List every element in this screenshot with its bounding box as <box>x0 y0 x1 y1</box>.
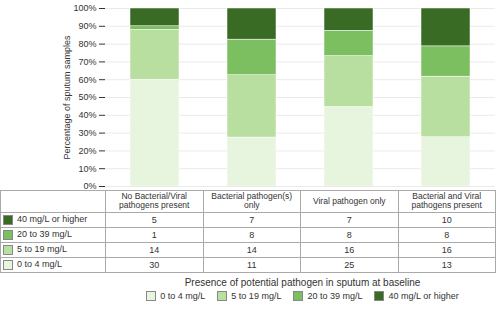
html-text:7: 7 <box>249 214 255 225</box>
svg-text:20%: 20% <box>78 146 96 156</box>
html-text:8: 8 <box>444 229 450 240</box>
svg-text:50%: 50% <box>78 92 96 102</box>
svg-text:10%: 10% <box>78 164 96 174</box>
html-text:5: 5 <box>151 214 157 225</box>
svg-text:0%: 0% <box>83 181 96 190</box>
html-text:16: 16 <box>441 244 452 255</box>
html-text:20 to 39 mg/L: 20 to 39 mg/L <box>17 229 72 240</box>
html-text:8: 8 <box>249 229 255 240</box>
svg-text:80%: 80% <box>78 39 96 49</box>
html-text:13: 13 <box>441 259 452 270</box>
html-text:0 to 4 mg/L: 0 to 4 mg/L <box>17 259 62 270</box>
svg-text:40%: 40% <box>78 110 96 120</box>
html-text:14: 14 <box>149 244 160 255</box>
html-text:40 mg/L or higher: 40 mg/L or higher <box>17 214 88 225</box>
html-text:0 to 4 mg/L: 0 to 4 mg/L <box>160 290 206 301</box>
html-text:30: 30 <box>149 259 160 270</box>
html-text:8: 8 <box>346 229 352 240</box>
html-text:Presence of potential pathogen: Presence of potential pathogen in sputum… <box>184 276 421 288</box>
html-text:10: 10 <box>441 214 452 225</box>
html-text:No Bacterial/Viral pathogens p: No Bacterial/Viral pathogens present <box>119 191 190 211</box>
html-text:Viral pathogen only: Viral pathogen only <box>312 195 386 206</box>
html-text:11: 11 <box>247 259 257 270</box>
html-text:1: 1 <box>151 229 157 240</box>
svg-text:90%: 90% <box>78 21 96 31</box>
html-text:7: 7 <box>346 214 352 225</box>
html-text:5 to 19 mg/L: 5 to 19 mg/L <box>231 290 282 301</box>
svg-text:Percentage of sputum samples: Percentage of sputum samples <box>62 35 72 160</box>
html-text:Bacterial and Viral pathogens: Bacterial and Viral pathogens present <box>411 191 482 211</box>
svg-text:70%: 70% <box>78 57 96 67</box>
html-text:40 mg/L or higher: 40 mg/L or higher <box>388 290 459 301</box>
svg-text:60%: 60% <box>78 75 96 85</box>
html-text:5 to 19 mg/L: 5 to 19 mg/L <box>17 244 67 255</box>
html-text:14: 14 <box>246 244 257 255</box>
html-text:20 to 39 mg/L: 20 to 39 mg/L <box>307 290 363 301</box>
svg-text:100%: 100% <box>73 3 96 13</box>
html-text:Bacterial pathogen(s) only: Bacterial pathogen(s) only <box>211 191 293 211</box>
html-text:25: 25 <box>344 259 355 270</box>
html-text:16: 16 <box>344 244 355 255</box>
svg-text:30%: 30% <box>78 128 96 138</box>
